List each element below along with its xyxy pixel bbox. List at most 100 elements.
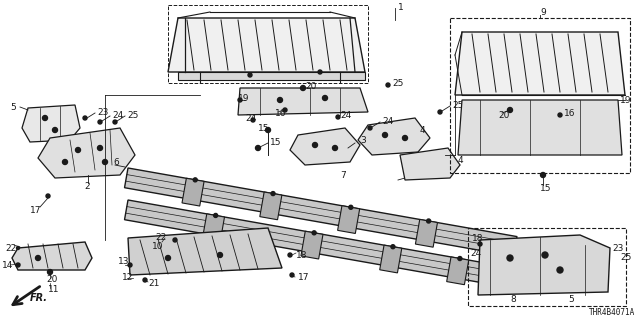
Text: 9: 9 [540, 7, 546, 17]
Text: 2: 2 [84, 181, 90, 190]
Polygon shape [400, 148, 460, 180]
Circle shape [312, 142, 317, 148]
Polygon shape [125, 200, 522, 289]
Text: 25: 25 [127, 110, 138, 119]
Text: 7: 7 [340, 171, 346, 180]
Circle shape [193, 178, 197, 182]
Circle shape [349, 205, 353, 209]
Polygon shape [380, 245, 402, 273]
Text: 23: 23 [97, 108, 108, 116]
Circle shape [323, 95, 328, 100]
Text: FR.: FR. [30, 293, 48, 303]
Text: 24: 24 [382, 116, 393, 125]
Circle shape [271, 192, 275, 196]
Circle shape [255, 146, 260, 150]
Circle shape [166, 255, 170, 260]
Polygon shape [182, 178, 204, 206]
Circle shape [336, 115, 340, 119]
Polygon shape [301, 231, 323, 259]
Text: 18: 18 [472, 234, 483, 243]
Circle shape [102, 159, 108, 164]
Circle shape [283, 108, 287, 112]
Text: 24: 24 [112, 110, 124, 119]
Circle shape [391, 245, 395, 249]
Polygon shape [447, 257, 468, 285]
Bar [450, 18, 630, 173]
Circle shape [368, 126, 372, 130]
Text: 20: 20 [46, 276, 58, 284]
Polygon shape [202, 214, 225, 242]
Circle shape [318, 70, 322, 74]
Circle shape [97, 146, 102, 150]
Circle shape [266, 127, 271, 132]
Circle shape [42, 116, 47, 121]
Circle shape [248, 73, 252, 77]
Circle shape [47, 269, 52, 275]
Circle shape [507, 255, 513, 261]
Text: 18: 18 [296, 251, 307, 260]
Text: 25: 25 [392, 78, 403, 87]
Polygon shape [12, 242, 92, 270]
Circle shape [558, 113, 562, 117]
Text: 24: 24 [340, 110, 351, 119]
Text: 16: 16 [564, 108, 575, 117]
Circle shape [333, 146, 337, 150]
Polygon shape [22, 105, 80, 142]
Text: 7: 7 [403, 171, 409, 180]
Polygon shape [168, 18, 365, 72]
Text: 14: 14 [2, 260, 13, 269]
Text: 5: 5 [10, 102, 16, 111]
Text: 10: 10 [152, 242, 163, 251]
Circle shape [383, 132, 387, 138]
Circle shape [301, 85, 305, 91]
Circle shape [542, 252, 548, 258]
Circle shape [98, 120, 102, 124]
Polygon shape [260, 192, 282, 220]
Text: 15: 15 [270, 138, 282, 147]
Circle shape [173, 238, 177, 242]
Text: 24: 24 [470, 249, 481, 258]
Text: 17: 17 [298, 274, 310, 283]
Circle shape [403, 135, 408, 140]
Text: 4: 4 [458, 156, 463, 164]
Text: 24: 24 [245, 114, 256, 123]
Circle shape [386, 83, 390, 87]
Circle shape [251, 118, 255, 122]
Text: 4: 4 [420, 125, 426, 134]
Circle shape [218, 252, 223, 258]
Circle shape [458, 257, 462, 260]
Polygon shape [338, 206, 360, 234]
Polygon shape [415, 220, 438, 247]
Text: 12: 12 [122, 274, 133, 283]
Text: 3: 3 [360, 135, 365, 145]
Text: 15: 15 [540, 183, 552, 193]
Circle shape [557, 267, 563, 273]
Text: 20: 20 [305, 82, 316, 91]
Bar [168, 5, 368, 83]
Circle shape [46, 194, 50, 198]
Text: 25: 25 [452, 100, 463, 109]
Polygon shape [238, 88, 368, 115]
Text: 19: 19 [238, 93, 250, 102]
Text: 8: 8 [510, 295, 516, 305]
Text: 6: 6 [403, 143, 409, 153]
Polygon shape [358, 118, 430, 155]
Text: 19: 19 [620, 95, 632, 105]
Polygon shape [455, 32, 625, 95]
Circle shape [427, 219, 431, 223]
Circle shape [128, 263, 132, 267]
Polygon shape [38, 128, 135, 178]
Circle shape [16, 263, 20, 267]
Text: 25: 25 [620, 253, 632, 262]
Text: 20: 20 [498, 110, 509, 119]
Polygon shape [178, 72, 365, 80]
Circle shape [83, 116, 87, 120]
Text: THR4B4071A: THR4B4071A [589, 308, 635, 317]
Polygon shape [128, 228, 282, 275]
Circle shape [63, 159, 67, 164]
Polygon shape [125, 168, 517, 256]
Circle shape [288, 253, 292, 257]
Polygon shape [458, 100, 622, 155]
Text: 22: 22 [155, 233, 166, 242]
Circle shape [35, 255, 40, 260]
